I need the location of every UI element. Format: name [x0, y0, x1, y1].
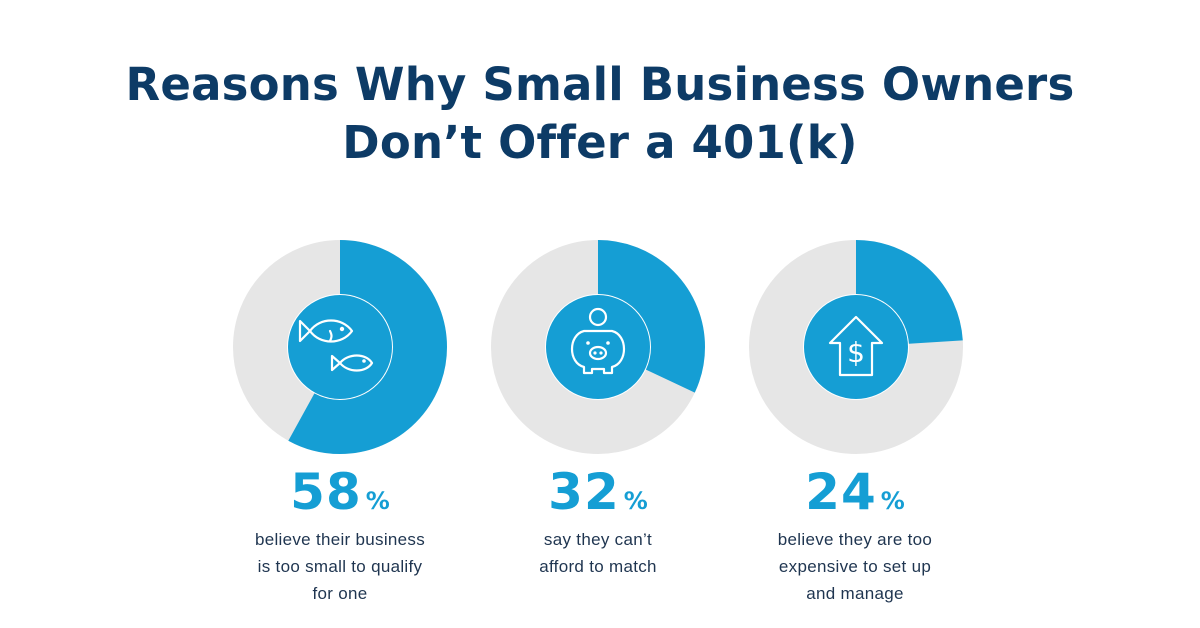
- donut-2: [491, 240, 705, 454]
- icon-badge: [288, 295, 392, 399]
- stat-value: 58: [290, 463, 362, 521]
- stat-value-row: 24%: [725, 464, 985, 520]
- stat-unit: %: [880, 487, 905, 515]
- donut-3: $: [749, 240, 963, 454]
- title-line-2: Don’t Offer a 401(k): [342, 116, 858, 169]
- stat-description-line: is too small to qualify: [257, 557, 423, 576]
- donut-slice-value: [491, 240, 705, 454]
- icon-badge: [804, 295, 908, 399]
- stat-description-line: believe they are too: [777, 530, 933, 549]
- donut-1: [233, 240, 447, 454]
- stat-value-row: 58%: [210, 464, 470, 520]
- stat-description-line: say they can’t: [543, 530, 653, 549]
- stat-description-line: believe their business: [254, 530, 426, 549]
- house-dollar-up-icon: $: [828, 315, 884, 377]
- stat-description-line: expensive to set up: [778, 557, 932, 576]
- stat-description: believe their business is too small to q…: [210, 526, 470, 607]
- stat-description-line: for one: [312, 584, 368, 603]
- stat-description: say they can’t afford to match: [468, 526, 728, 580]
- stat-description: believe they are too expensive to set up…: [725, 526, 985, 607]
- stat-value-row: 32%: [468, 464, 728, 520]
- chart-title: Reasons Why Small Business Owners Don’t …: [0, 56, 1200, 172]
- stat-value: 24: [805, 463, 877, 521]
- svg-text:$: $: [847, 336, 865, 369]
- piggy-bank-icon: [570, 307, 626, 375]
- donut-slice-value: [749, 240, 963, 454]
- donut-slice-value: [233, 240, 447, 454]
- stat-unit: %: [365, 487, 390, 515]
- stat-value: 32: [548, 463, 620, 521]
- fish-icon: [298, 319, 374, 372]
- stat-description-line: and manage: [806, 584, 904, 603]
- stat-description-line: afford to match: [539, 557, 657, 576]
- title-line-1: Reasons Why Small Business Owners: [125, 58, 1075, 111]
- stat-unit: %: [623, 487, 648, 515]
